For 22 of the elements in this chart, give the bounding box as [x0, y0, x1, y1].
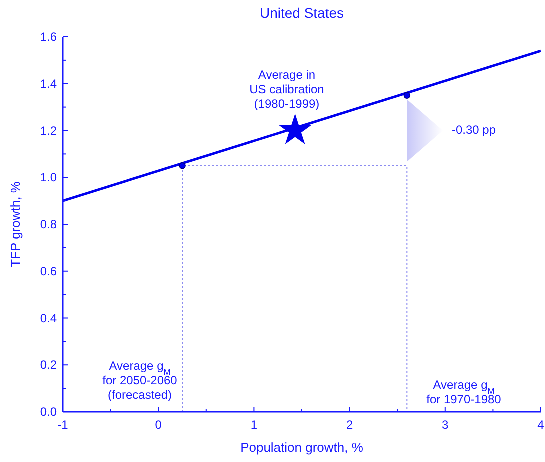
- y-tick-label: 0.0: [40, 405, 58, 419]
- y-tick-label: 0.8: [40, 218, 58, 232]
- annotation: Average g$_{M}$ for 2050-2060 (forecasted): [102, 359, 178, 402]
- chart-title: United States: [260, 5, 344, 21]
- x-tick-label: 4: [538, 418, 545, 432]
- y-axis-title: TFP growth, %: [8, 181, 23, 268]
- y-tick-label: 0.2: [40, 358, 58, 372]
- x-tick-label: 3: [442, 418, 450, 432]
- x-tick-label: 0: [155, 418, 162, 432]
- x-tick-label: -1: [58, 418, 69, 432]
- y-tick-label: 1.2: [40, 124, 58, 138]
- x-tick-label: 1: [250, 418, 258, 432]
- y-tick-label: 0.4: [40, 311, 58, 326]
- annotation: Average g$_{M}$ for 1970-1980: [426, 378, 502, 406]
- annotation: Average in US calibration (1980-1999): [250, 68, 324, 111]
- x-tick-label: 2: [346, 418, 354, 432]
- y-tick-label: 1.6: [40, 30, 58, 44]
- annotation: -0.30 pp: [452, 123, 496, 137]
- y-tick-label: 1.4: [40, 76, 58, 91]
- y-tick-label: 1.0: [40, 170, 58, 185]
- x-axis-title: Population growth, %: [240, 440, 364, 455]
- y-tick-label: 0.6: [40, 264, 58, 278]
